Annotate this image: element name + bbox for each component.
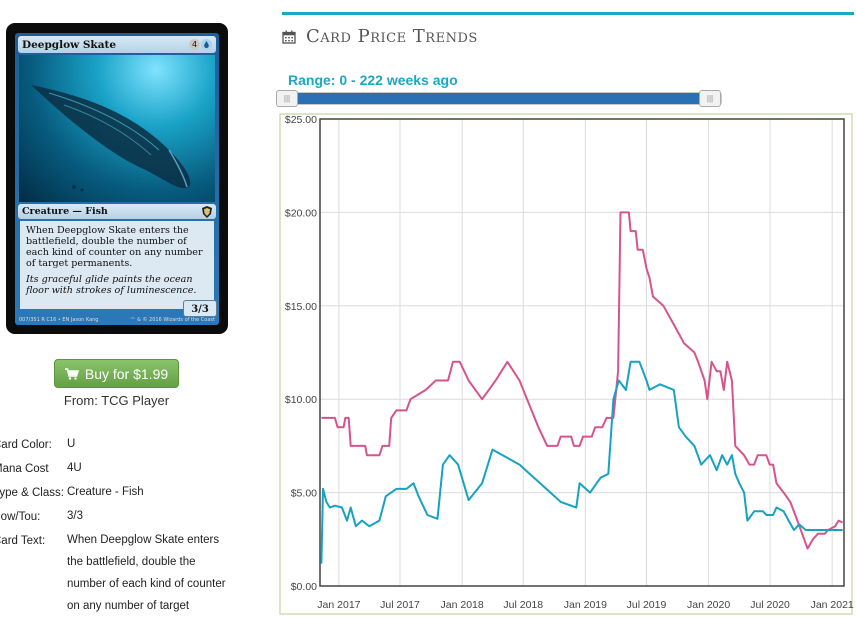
card-collector-number: 007/351 R xyxy=(19,317,45,323)
water-drop-icon xyxy=(204,41,209,49)
range-label: Range: 0 - 222 weeks ago xyxy=(288,72,458,88)
card-artist: Jason Kang xyxy=(70,317,99,323)
price-trend-chart: $0.00 $5.00 $10.00 $15.00 $20.00 $25.00 Jan 2… xyxy=(279,113,854,615)
range-slider-fill xyxy=(297,93,702,104)
buy-button-label: Buy for $1.99 xyxy=(84,365,169,382)
detail-row: Pow/Tou: 3/3 xyxy=(0,505,237,529)
x-tick-label: Jul 2018 xyxy=(503,599,543,611)
calendar-icon xyxy=(282,30,296,44)
set-symbol-icon xyxy=(202,205,212,218)
series-line-teal xyxy=(320,360,843,564)
y-tick-label: $5.00 xyxy=(291,488,317,500)
y-tick-label: $15.00 xyxy=(285,301,317,313)
card-name-bar: Deepglow Skate 4 xyxy=(18,36,216,53)
card-flavor-text: Its graceful glide paints the ocean floo… xyxy=(26,274,197,296)
chart-outer-border xyxy=(279,113,853,615)
card-image: Deepglow Skate 4 Creature — Fish When De… xyxy=(6,23,228,334)
detail-label: Pow/Tou: xyxy=(0,511,41,523)
card-art xyxy=(19,55,215,202)
card-set-line: C16 • EN xyxy=(46,317,70,323)
detail-value: 4U xyxy=(67,462,82,474)
buy-button[interactable]: Buy for $1.99 xyxy=(54,359,179,388)
card-power-toughness: 3/3 xyxy=(183,300,217,317)
detail-value: Creature - Fish xyxy=(67,486,144,498)
x-tick-label: Jul 2019 xyxy=(627,599,667,611)
x-tick-label: Jan 2020 xyxy=(687,599,730,611)
card-name: Deepglow Skate xyxy=(22,38,117,51)
detail-row: Card Color: U xyxy=(0,433,237,457)
x-tick-label: Jul 2017 xyxy=(380,599,420,611)
mana-symbol-blue xyxy=(201,39,212,50)
chart-x-ticks: Jan 2017 Jul 2017 Jan 2018 Jul 2018 Jan 2019… xyxy=(317,599,854,611)
detail-label: Mana Cost xyxy=(0,463,49,475)
detail-value: U xyxy=(67,438,76,450)
card-footer: 007/351 R C16 • EN Jason Kang ™ & © 2016… xyxy=(19,317,215,323)
cart-icon xyxy=(64,367,79,380)
x-tick-label: Jul 2020 xyxy=(750,599,790,611)
section-header: Card Price Trends xyxy=(282,26,478,47)
card-details: Card Color: U Mana Cost 4U Type & Class:… xyxy=(0,433,237,617)
card-rules-text: When Deepglow Skate enters the battlefie… xyxy=(26,225,203,269)
detail-row: Mana Cost 4U xyxy=(0,457,237,481)
range-slider-handle-end[interactable]: ||| xyxy=(699,90,721,107)
card-frame: Deepglow Skate 4 Creature — Fish When De… xyxy=(15,33,219,325)
buy-source: From: TCG Player xyxy=(63,393,170,408)
y-tick-label: $0.00 xyxy=(291,581,317,593)
detail-row: Type & Class: Creature - Fish xyxy=(0,481,237,505)
series-line-pink xyxy=(321,211,844,550)
y-tick-label: $25.00 xyxy=(285,114,317,126)
x-tick-label: Jan 2019 xyxy=(564,599,607,611)
x-tick-label: Jan 2018 xyxy=(441,599,484,611)
card-type-bar: Creature — Fish xyxy=(18,204,216,219)
detail-value: 3/3 xyxy=(67,510,83,522)
card-type-line: Creature — Fish xyxy=(22,206,108,217)
skate-illustration-icon xyxy=(31,85,191,192)
chart-plot-border xyxy=(319,118,845,587)
card-copyright: ™ & © 2016 Wizards of the Coast xyxy=(130,317,215,323)
mana-symbol-generic: 4 xyxy=(189,39,200,50)
y-tick-label: $10.00 xyxy=(285,394,317,406)
detail-label: Type & Class: xyxy=(0,487,64,499)
detail-value: When Deepglow Skate enters the battlefie… xyxy=(67,534,226,612)
detail-label: Card Text: xyxy=(0,535,46,547)
x-tick-label: Jan 2021 xyxy=(811,599,854,611)
mana-cost-symbols: 4 xyxy=(189,39,212,50)
detail-label: Card Color: xyxy=(0,439,52,451)
chart-series-layer xyxy=(320,211,844,564)
range-slider-handle-start[interactable]: ||| xyxy=(276,90,298,107)
card-text-box: When Deepglow Skate enters the battlefie… xyxy=(20,221,214,309)
x-tick-label: Jan 2017 xyxy=(317,599,360,611)
section-title: Card Price Trends xyxy=(306,26,478,47)
section-divider xyxy=(282,12,854,15)
chart-y-ticks: $0.00 $5.00 $10.00 $15.00 $20.00 $25.00 xyxy=(285,114,317,593)
y-tick-label: $20.00 xyxy=(285,207,317,219)
detail-row: Card Text: When Deepglow Skate enters th… xyxy=(0,529,237,617)
